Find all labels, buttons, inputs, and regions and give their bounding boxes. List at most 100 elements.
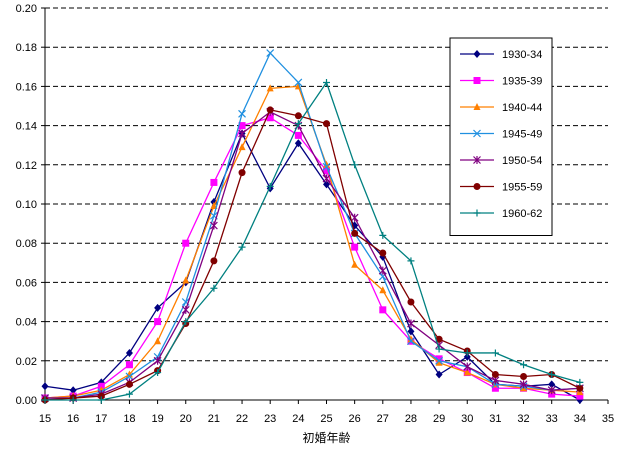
legend-item: 1950-54: [460, 155, 542, 167]
data-point: [379, 252, 387, 261]
data-point: [548, 380, 556, 389]
series-1960-62: [41, 78, 584, 404]
data-point: [351, 161, 359, 169]
data-point: [266, 49, 275, 58]
data-point: [125, 390, 133, 398]
data-point: [520, 372, 528, 380]
data-point: [294, 112, 302, 120]
data-point: [463, 352, 471, 361]
data-point: [209, 221, 218, 230]
x-tick-label: 35: [602, 413, 614, 425]
data-point: [491, 371, 499, 379]
series-1955-59: [41, 106, 584, 404]
x-tick-label: 18: [123, 413, 135, 425]
data-point: [210, 178, 218, 186]
data-point: [323, 78, 330, 86]
data-point: [266, 84, 274, 92]
data-point: [379, 249, 387, 257]
data-point: [491, 349, 499, 357]
legend-item: 1955-59: [460, 182, 542, 194]
y-tick-label: 0.12: [16, 160, 37, 172]
data-point: [323, 160, 330, 168]
y-tick-label: 0.00: [16, 395, 37, 407]
data-point: [238, 243, 246, 251]
x-tick-label: 20: [180, 413, 192, 425]
x-tick-label: 32: [517, 413, 529, 425]
x-tick-label: 25: [320, 413, 332, 425]
data-point: [407, 327, 415, 336]
x-tick-label: 22: [236, 413, 248, 425]
legend-label: 1930-34: [502, 49, 542, 61]
data-point: [407, 337, 415, 346]
legend-label: 1935-39: [502, 76, 542, 88]
legend-box: [449, 37, 553, 236]
x-tick-label: 28: [405, 413, 417, 425]
x-tick-label: 34: [574, 413, 586, 425]
data-point: [154, 337, 162, 345]
legend-marker: [473, 156, 481, 164]
legend-label: 1945-49: [502, 129, 542, 141]
data-point: [41, 396, 49, 404]
data-point: [294, 78, 303, 87]
data-point: [69, 386, 77, 395]
legend-marker: [473, 77, 481, 84]
y-tick-label: 0.10: [16, 199, 37, 211]
x-tick-label: 27: [377, 413, 389, 425]
x-tick-label: 15: [39, 413, 51, 425]
x-tick-label: 26: [349, 413, 361, 425]
legend-item: 1945-49: [460, 129, 542, 141]
data-point: [154, 303, 162, 312]
series-line: [44, 109, 581, 401]
legend-marker: [473, 50, 481, 58]
data-point: [294, 131, 302, 139]
data-point: [576, 392, 584, 400]
data-point: [182, 276, 190, 284]
legend-item: 1960-62: [460, 208, 542, 220]
data-point: [266, 182, 274, 190]
legend: 1930-34 1935-39 1940-44 1945-49 1950-54 1955-…: [449, 37, 553, 236]
legend-label: 1940-44: [502, 102, 542, 114]
legend-marker: [473, 103, 481, 110]
data-point: [238, 169, 246, 177]
data-point: [351, 243, 359, 251]
y-tick-label: 0.04: [16, 317, 37, 329]
data-point: [154, 369, 162, 377]
data-point: [182, 318, 190, 326]
data-point: [351, 260, 359, 268]
series-group: [41, 49, 584, 404]
data-point: [463, 349, 471, 357]
y-tick-label: 0.18: [16, 42, 37, 54]
data-point: [181, 305, 190, 314]
x-axis-ticks: 15 16 17 18 19 20 21 22 23 24 25 26 27 28 29 30 31 32 33 34…: [39, 400, 614, 425]
y-tick-label: 0.08: [16, 238, 37, 250]
data-point: [435, 345, 443, 353]
data-point: [491, 384, 499, 392]
data-point: [125, 372, 134, 381]
data-point: [153, 356, 162, 365]
data-point: [379, 231, 387, 239]
data-point: [379, 286, 387, 294]
data-point: [435, 356, 444, 365]
legend-marker: [473, 209, 481, 217]
data-point: [548, 371, 556, 379]
data-point: [379, 306, 387, 314]
x-tick-label: 31: [489, 413, 501, 425]
data-point: [576, 378, 584, 386]
data-point: [435, 335, 443, 343]
data-point: [322, 162, 331, 171]
data-point: [407, 257, 415, 265]
data-point: [182, 239, 190, 247]
data-point: [69, 396, 77, 404]
x-tick-label: 29: [433, 413, 445, 425]
y-tick-label: 0.20: [16, 3, 37, 15]
data-point: [351, 229, 359, 237]
x-tick-label: 21: [208, 413, 220, 425]
data-point: [238, 143, 246, 151]
data-point: [210, 284, 218, 292]
data-point: [266, 106, 274, 114]
data-point: [97, 396, 105, 404]
data-point: [97, 392, 105, 400]
y-axis-ticks: 0.00 0.02 0.04 0.06 0.08 0.10 0.12 0.14 0.16 0.18…: [16, 3, 45, 407]
legend-label: 1955-59: [502, 182, 542, 194]
legend-marker: [473, 183, 481, 190]
